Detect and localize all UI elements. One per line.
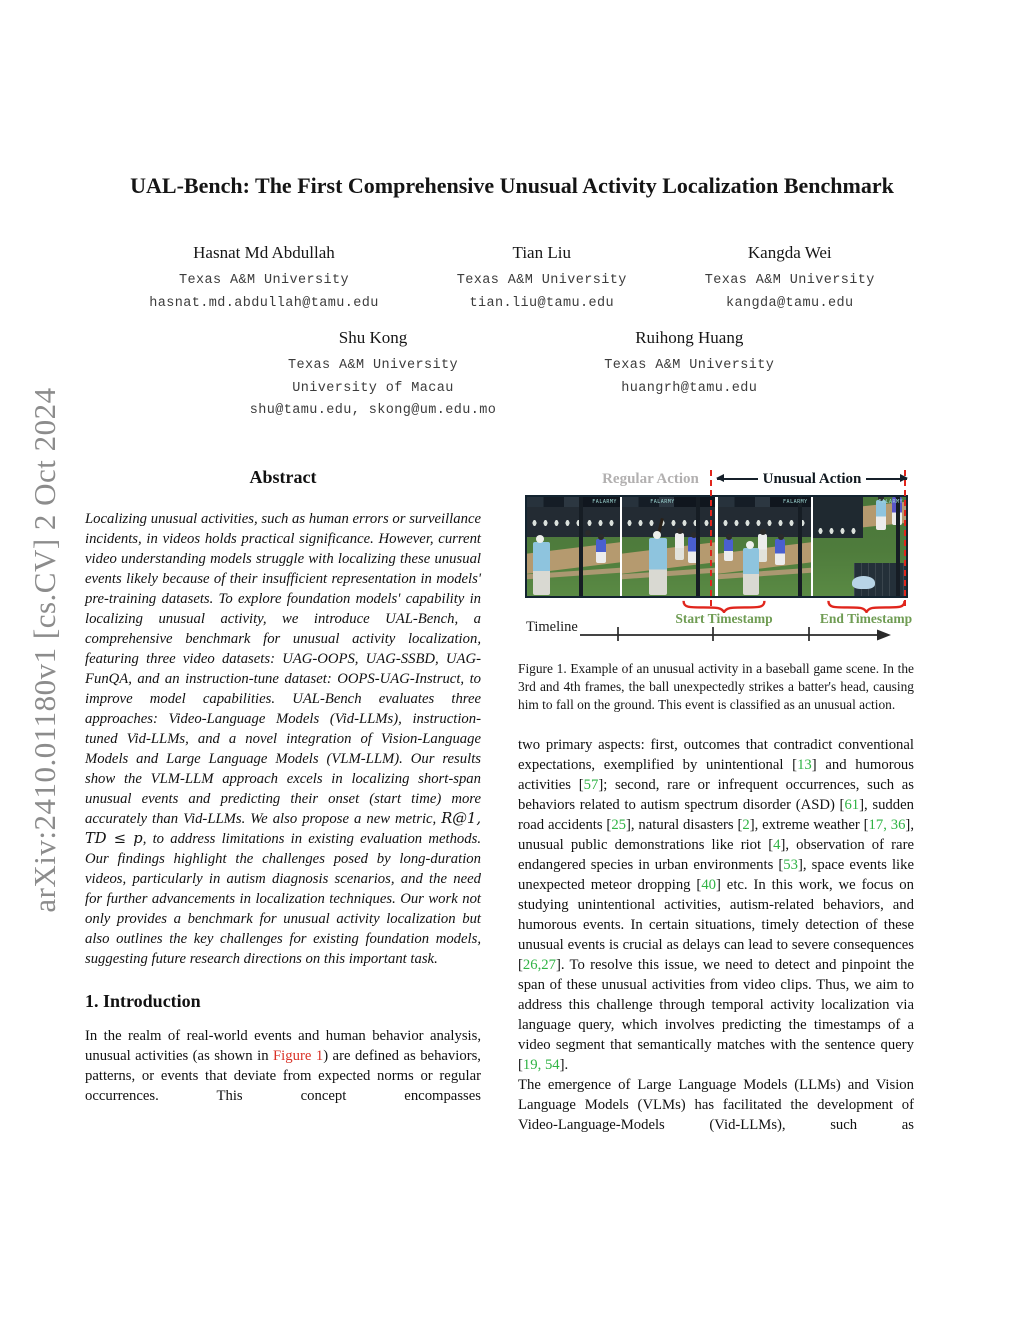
fence-post	[695, 496, 700, 596]
fence-post	[895, 496, 900, 596]
authors-row-2: Shu Kong Texas A&M University University…	[0, 328, 1024, 423]
stadium-banner-text: FALARMY	[650, 498, 675, 505]
author-block: Ruihong Huang Texas A&M University huang…	[604, 328, 774, 400]
video-filmstrip: FALARMY FALARMY	[525, 494, 908, 598]
fence-banners	[719, 515, 809, 530]
page-title: UAL-Bench: The First Comprehensive Unusu…	[130, 173, 894, 198]
left-column: Abstract Localizing unusual activities, …	[85, 467, 481, 1106]
end-timestamp-brace	[826, 600, 907, 613]
author-email[interactable]: shu@tamu.edu, skong@um.edu.mo	[249, 403, 497, 418]
timeline-axis	[580, 626, 891, 641]
author-block: Hasnat Md Abdullah Texas A&M University …	[149, 243, 379, 315]
authors-row-1: Hasnat Md Abdullah Texas A&M University …	[0, 243, 1024, 315]
player-batter-blue	[688, 532, 699, 564]
stadium-banner-text: FALARMY	[878, 498, 903, 505]
right-column: Regular Action Unusual Action FALARMY	[518, 467, 914, 1135]
author-affiliation: Texas A&M University	[604, 358, 775, 373]
stadium-banner-text: FALARMY	[592, 498, 617, 505]
video-frame-3: FALARMY	[717, 496, 811, 596]
player-foreground	[742, 541, 759, 596]
fallen-batter	[852, 575, 876, 589]
body-paragraph: two primary aspects: first, outcomes tha…	[518, 736, 915, 1073]
start-timestamp-label: Start Timestamp	[675, 610, 773, 626]
unusual-action-label: Unusual Action	[716, 470, 908, 488]
regular-action-label: Regular Action	[602, 470, 699, 487]
right-arrow-icon	[866, 474, 908, 483]
body-paragraph: The emergence of Large Language Models (…	[518, 1076, 914, 1133]
author-email[interactable]: kangda@tamu.edu	[726, 295, 854, 311]
player-batter-blue	[595, 534, 606, 564]
two-column-body: Abstract Localizing unusual activities, …	[85, 467, 914, 1135]
video-frame-2: FALARMY	[622, 496, 716, 596]
stadium-banner-text: FALARMY	[783, 498, 808, 505]
stadium-upper-deck	[527, 496, 620, 507]
player-standing	[876, 496, 887, 531]
author-name: Hasnat Md Abdullah	[193, 243, 335, 262]
stadium-upper-deck	[717, 496, 811, 507]
end-boundary-dashed-line	[904, 469, 906, 606]
author-block: Tian Liu Texas A&M University tian.liu@t…	[457, 243, 627, 315]
outfield-fence	[622, 506, 716, 537]
author-name: Shu Kong	[338, 328, 408, 347]
left-arrow-icon	[716, 474, 758, 483]
abstract-text: Localizing unusual activities, such as h…	[85, 510, 481, 967]
fence-banners	[624, 515, 714, 530]
author-email[interactable]: tian.liu@tamu.edu	[469, 295, 615, 311]
player-batter-blue	[775, 534, 786, 566]
player-fielder	[675, 528, 685, 561]
fence-banners	[529, 515, 618, 530]
intro-paragraph: In the realm of real-world events and hu…	[85, 1027, 481, 1104]
player-runner	[724, 534, 734, 562]
figure-1-annotations: Start Timestamp End Timestamp Timeline	[518, 598, 914, 650]
author-affiliation: University of Macau	[292, 380, 454, 396]
stadium-upper-deck	[622, 496, 716, 507]
timeline-label: Timeline	[526, 618, 578, 635]
author-affiliation: Texas A&M University	[287, 358, 458, 373]
player-fielder	[757, 529, 767, 563]
outfield-fence	[527, 506, 620, 537]
author-name: Tian Liu	[512, 243, 571, 262]
author-email[interactable]: hasnat.md.abdullah@tamu.edu	[149, 295, 379, 311]
unusual-action-text: Unusual Action	[762, 470, 862, 487]
figure-1: Regular Action Unusual Action FALARMY	[518, 467, 914, 714]
fence-post	[797, 496, 802, 596]
video-frame-4: FALARMY	[813, 496, 906, 596]
fence-post	[579, 496, 583, 596]
video-frame-1: FALARMY	[527, 496, 620, 596]
player-foreground	[532, 534, 550, 596]
end-timestamp-label: End Timestamp	[819, 610, 913, 626]
author-affiliation: Texas A&M University	[704, 273, 875, 288]
author-block: Shu Kong Texas A&M University University…	[250, 328, 497, 423]
author-email[interactable]: huangrh@tamu.edu	[621, 380, 758, 396]
author-affiliation: Texas A&M University	[178, 273, 349, 288]
player-fielder	[583, 530, 592, 560]
author-name: Ruihong Huang	[635, 328, 744, 347]
author-name: Kangda Wei	[747, 243, 832, 262]
section-heading-introduction: 1. Introduction	[85, 990, 201, 1011]
fence-banners	[815, 524, 862, 537]
figure-1-caption: Figure 1. Example of an unusual activity…	[518, 660, 914, 712]
author-block: Kangda Wei Texas A&M University kangda@t…	[705, 243, 875, 315]
arxiv-watermark-text: arXiv:2410.01180v1 [cs.CV] 2 Oct 2024	[27, 387, 62, 913]
abstract-heading: Abstract	[249, 466, 317, 487]
author-affiliation: Texas A&M University	[456, 273, 627, 288]
arxiv-watermark: arXiv:2410.01180v1 [cs.CV] 2 Oct 2024	[18, 340, 72, 960]
start-timestamp-brace	[681, 600, 767, 613]
player-foreground	[649, 531, 668, 596]
outfield-fence	[717, 506, 811, 537]
outfield-fence-corner	[813, 496, 864, 539]
figure-1-header: Regular Action Unusual Action	[518, 470, 914, 495]
start-boundary-dashed-line	[710, 469, 712, 606]
